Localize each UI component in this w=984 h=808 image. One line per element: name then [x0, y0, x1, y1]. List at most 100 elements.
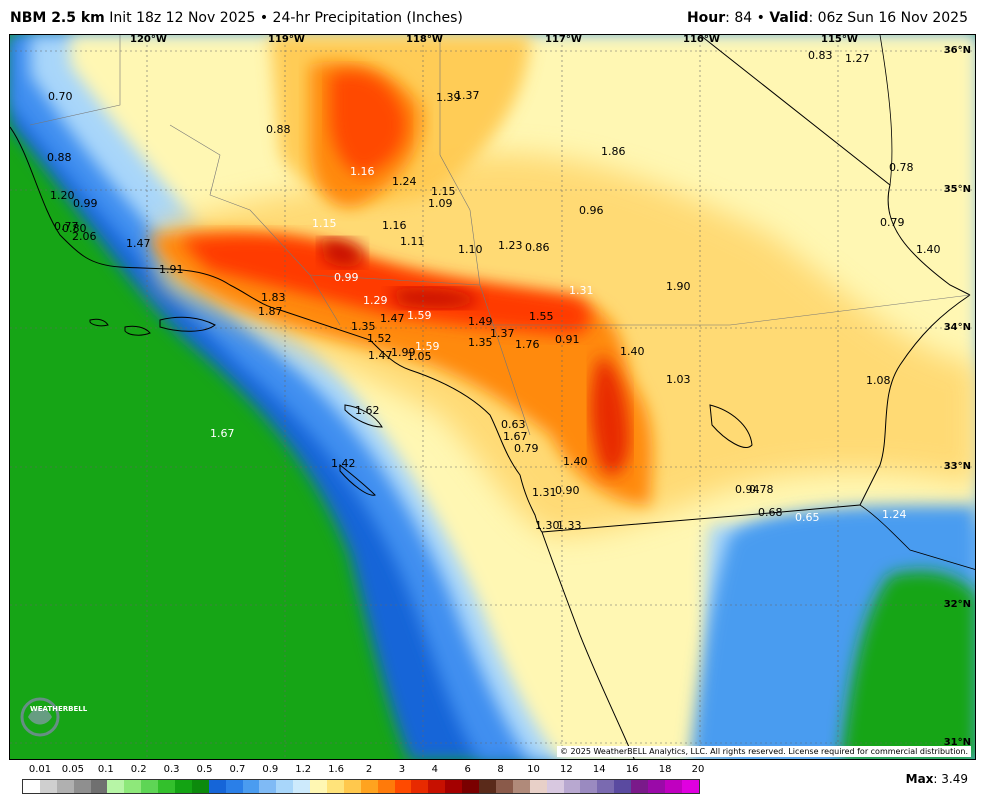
precip-value-label: 1.10 — [458, 243, 483, 256]
precip-value-label: 1.31 — [569, 284, 594, 297]
precip-value-label: 1.86 — [601, 145, 626, 158]
header-right: Hour: 84 • Valid: 06z Sun 16 Nov 2025 — [687, 10, 968, 26]
precip-value-label: 0.88 — [266, 123, 291, 136]
hour-label: Hour — [686, 10, 726, 26]
legend-tick-label: 3 — [398, 764, 406, 775]
precip-value-label: 1.40 — [620, 345, 645, 358]
precip-value-label: 1.29 — [363, 294, 388, 307]
header-left: NBM 2.5 km Init 18z 12 Nov 2025 • 24-hr … — [10, 10, 463, 26]
legend-color-cell — [73, 780, 91, 793]
legend-tick-label: 0.01 — [28, 764, 52, 775]
precip-value-label: 1.16 — [382, 219, 407, 232]
legend-color-cell — [107, 780, 125, 793]
precip-value-label: 2.06 — [72, 230, 97, 243]
precip-value-label: 1.37 — [490, 327, 515, 340]
legend-tick-label: 0.3 — [163, 764, 180, 775]
precip-value-label: 1.67 — [210, 427, 235, 440]
legend-color-cell — [276, 780, 294, 793]
graticule — [10, 35, 975, 759]
precip-value-label: 0.88 — [47, 151, 72, 164]
precip-value-label: 1.15 — [431, 185, 456, 198]
weatherbell-logo: WEATHERBELL — [16, 691, 88, 739]
legend-tick-label: 0.7 — [229, 764, 246, 775]
weatherbell-logo-icon — [20, 697, 60, 737]
legend-color-cell — [343, 780, 361, 793]
lon-label-116w: 116°W — [683, 34, 720, 45]
lon-label-118w: 118°W — [406, 34, 443, 45]
legend-tick-label: 18 — [658, 764, 672, 775]
legend-color-cell — [360, 780, 378, 793]
legend-color-cell — [411, 780, 429, 793]
precip-value-label: 1.59 — [407, 309, 432, 322]
precip-value-label: 0.99 — [334, 271, 359, 284]
legend-color-cell — [293, 780, 311, 793]
model-name: NBM 2.5 km — [10, 10, 105, 26]
precipitation-map[interactable]: 120°W 119°W 118°W 117°W 116°W 115°W 36°N… — [9, 34, 976, 760]
legend-tick-label: 12 — [560, 764, 573, 775]
legend-color-cell — [377, 780, 395, 793]
valid-value: : 06z Sun 16 Nov 2025 — [808, 10, 968, 26]
precip-value-label: 1.08 — [866, 374, 891, 387]
precip-value-label: 1.91 — [159, 263, 184, 276]
legend-color-cell — [681, 780, 699, 793]
precip-value-label: 1.83 — [261, 291, 286, 304]
legend-tick-label: 20 — [691, 764, 705, 775]
precip-value-label: 1.47 — [380, 312, 405, 325]
precip-value-label: 1.67 — [503, 430, 528, 443]
legend-color-cell — [327, 780, 344, 793]
legend-color-cell — [479, 780, 496, 793]
product-name: 24-hr Precipitation (Inches) — [272, 10, 463, 26]
precip-value-label: 0.78 — [889, 161, 914, 174]
legend-color-cell — [597, 780, 615, 793]
legend-color-cell — [310, 780, 328, 793]
precip-value-label: 0.99 — [73, 197, 98, 210]
header-separator: • — [259, 10, 269, 26]
legend-color-cell — [191, 780, 209, 793]
legend-color-cell — [495, 780, 513, 793]
legend-tick-label: 8 — [497, 764, 504, 775]
legend-tick-label: 4 — [431, 764, 438, 775]
logo-text: WEATHERBELL — [30, 705, 88, 713]
legend-tick-label: 0.2 — [130, 764, 147, 775]
init-time: Init 18z 12 Nov 2025 — [109, 10, 256, 26]
precip-value-label: 0.70 — [48, 90, 73, 103]
precip-value-label: 0.65 — [795, 511, 820, 524]
color-legend: 0.01 0.05 0.1 0.2 0.3 0.5 0.7 0.9 1.2 1.6 2 3 4 6 8 10 1… — [22, 764, 705, 794]
precip-value-label: 1.16 — [350, 165, 375, 178]
precip-value-label: 1.24 — [882, 508, 907, 521]
precip-value-label: 1.35 — [468, 336, 493, 349]
max-label: Max — [905, 772, 934, 786]
precip-value-label: 1.49 — [468, 315, 493, 328]
lon-label-120w: 120°W — [130, 34, 167, 45]
lon-label-117w: 117°W — [545, 34, 582, 45]
precip-value-label: 0.63 — [501, 418, 526, 431]
legend-tick-label: 0.5 — [196, 764, 213, 775]
lat-label-32n: 32°N — [943, 599, 971, 610]
legend-color-cell — [208, 780, 226, 793]
precip-value-label: 0.77 — [54, 220, 79, 233]
legend-color-cell — [394, 780, 412, 793]
legend-color-cell — [23, 780, 40, 793]
precip-value-label: 1.30 — [535, 519, 560, 532]
legend-tick-label: 0.05 — [61, 764, 85, 775]
precip-value-label: 1.47 — [368, 349, 393, 362]
legend-color-cell — [631, 780, 648, 793]
legend-color-cell — [225, 780, 243, 793]
precip-value-label: 1.05 — [407, 350, 432, 363]
lat-label-36n: 36°N — [943, 45, 971, 56]
legend-tick-label: 10 — [527, 764, 540, 775]
lat-label-33n: 33°N — [943, 461, 971, 472]
legend-color-cell — [614, 780, 632, 793]
header-bar: NBM 2.5 km Init 18z 12 Nov 2025 • 24-hr … — [0, 0, 984, 34]
precip-value-label: 0.80 — [62, 222, 87, 235]
max-value-readout: Max: 3.49 — [906, 772, 968, 786]
precip-value-label: 0.78 — [749, 483, 774, 496]
precip-value-label: 1.39 — [436, 91, 461, 104]
legend-color-cell — [158, 780, 176, 793]
precip-value-label: 0.83 — [808, 49, 833, 62]
legend-tick-label: 1.6 — [328, 764, 345, 775]
precip-value-label: 1.42 — [331, 457, 356, 470]
legend-tick-label: 0.9 — [262, 764, 279, 775]
legend-color-cell — [529, 780, 547, 793]
valid-label: Valid — [769, 10, 809, 26]
